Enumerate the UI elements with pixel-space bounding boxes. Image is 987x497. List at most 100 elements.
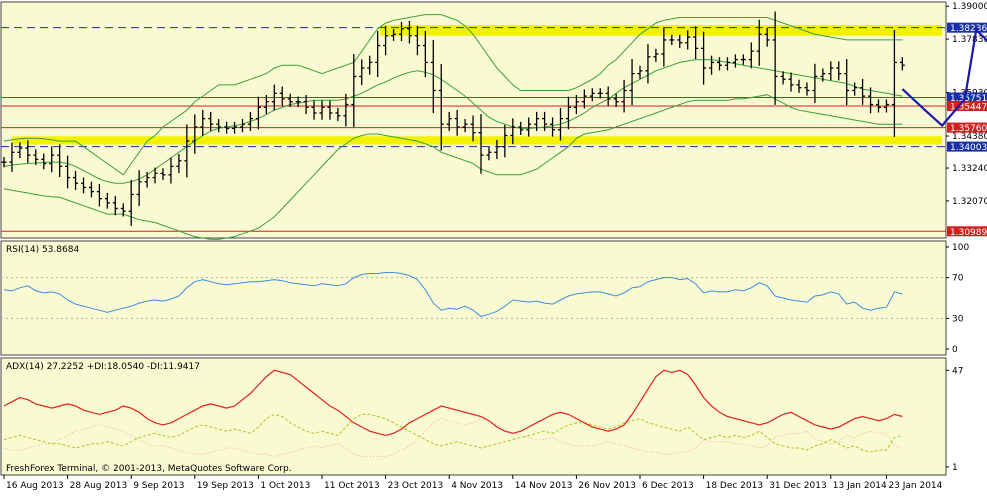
price-bar: [486, 147, 492, 161]
price-bar: [120, 203, 126, 217]
rsi-tick-label: 0: [952, 345, 958, 355]
price-bar: [860, 78, 866, 105]
level-label-0: 1.38236: [950, 24, 987, 34]
price-bar: [255, 96, 261, 130]
price-bar: [176, 153, 182, 174]
adx-tick-label: 1: [952, 463, 958, 473]
price-bar: [836, 61, 842, 81]
price-bar: [494, 139, 500, 160]
minus-di-line: [3, 418, 903, 457]
price-bar: [828, 61, 834, 81]
price-bar: [780, 71, 786, 85]
adx-title: ADX(14) 27.2252 +DI:18.0540 -DI:11.9417: [6, 362, 200, 372]
price-bar: [709, 55, 715, 75]
price-bar: [263, 94, 269, 115]
price-tick-label: 1.37830: [952, 35, 987, 45]
price-bar: [589, 88, 595, 102]
date-tick-label: 4 Nov 2013: [451, 481, 503, 491]
price-bar: [701, 31, 707, 85]
price-bar: [414, 26, 420, 56]
price-bar: [430, 39, 436, 113]
price-bar: [565, 96, 571, 130]
price-bar: [772, 11, 778, 105]
price-bar: [279, 86, 285, 106]
bollinger-upper-line: [3, 14, 903, 176]
price-bar: [391, 29, 397, 41]
price-bar: [510, 118, 516, 145]
date-tick-label: 9 Sep 2013: [133, 481, 184, 491]
date-tick-label: 13 Jan 2014: [833, 481, 887, 491]
price-bar: [168, 157, 174, 184]
price-bar: [311, 100, 317, 120]
price-bar: [367, 55, 373, 75]
price-bar: [550, 117, 556, 137]
bollinger-middle-line: [3, 59, 903, 184]
price-bar: [756, 19, 762, 66]
price-bar: [677, 34, 683, 48]
level-label-3: 1.35760: [950, 124, 987, 134]
level-label-bg-2: [947, 101, 987, 112]
date-tick-label: 6 Dec 2013: [642, 481, 694, 491]
price-bar: [740, 54, 746, 65]
rsi-tick-label: 30: [952, 314, 964, 324]
price-bar: [868, 87, 874, 114]
price-bar: [852, 82, 858, 96]
price-bar: [518, 121, 524, 136]
price-bar: [876, 99, 881, 113]
price-bar: [41, 153, 47, 170]
price-bar: [184, 124, 190, 178]
price-bar: [295, 96, 301, 107]
price-bar: [25, 140, 31, 163]
date-tick-label: 14 Nov 2013: [515, 481, 573, 491]
price-bar: [375, 30, 381, 78]
date-tick-label: 19 Sep 2013: [197, 481, 254, 491]
price-bar: [73, 170, 79, 190]
price-bar: [327, 100, 333, 120]
price-bar: [224, 121, 230, 134]
highlight-zone-1: [12, 136, 942, 145]
price-bar: [240, 119, 245, 133]
price-bar: [899, 57, 905, 71]
price-bar: [88, 181, 94, 198]
date-tick-label: 31 Dec 2013: [769, 481, 827, 491]
date-tick-label: 23 Jan 2014: [888, 481, 942, 491]
pane-background-2: [0, 357, 947, 476]
price-bar: [621, 79, 627, 113]
price-tick-label: 1.33240: [952, 164, 987, 174]
price-bar: [216, 119, 222, 133]
price-bar: [748, 42, 754, 69]
price-bar: [160, 168, 166, 180]
date-tick-label: 16 Aug 2013: [6, 481, 64, 491]
date-tick-label: 26 Nov 2013: [578, 481, 636, 491]
forecast-path-line: [901, 29, 987, 127]
price-bar: [422, 30, 428, 78]
price-bar: [351, 53, 357, 128]
price-bar: [581, 89, 587, 109]
level-label-bg-3: [947, 122, 987, 133]
price-bar: [613, 93, 619, 107]
footer-copyright: FreshForex Terminal, © 2001-2013, MetaQu…: [6, 464, 292, 474]
price-bar: [454, 109, 460, 136]
date-tick-label: 18 Dec 2013: [706, 481, 764, 491]
adx-tick-label: 47: [952, 366, 963, 376]
price-bar: [891, 30, 897, 137]
level-label-5: 1.30989: [950, 228, 987, 238]
price-bar: [104, 192, 110, 209]
price-bar: [17, 142, 23, 159]
price-bar: [112, 196, 118, 216]
price-bar: [764, 27, 770, 47]
price-bar: [49, 146, 55, 173]
level-label-bg-4: [947, 141, 987, 152]
price-bar: [597, 88, 603, 99]
price-bar: [645, 44, 651, 84]
bollinger-lower-line: [3, 94, 903, 240]
date-tick-label: 1 Oct 2013: [260, 481, 310, 491]
price-bar: [271, 84, 277, 111]
level-label-bg-1: [947, 92, 987, 103]
price-bar: [399, 21, 404, 42]
level-label-4: 1.34003: [950, 143, 987, 153]
adx-line: [3, 369, 903, 437]
price-bar: [65, 155, 71, 189]
price-bar: [247, 111, 253, 131]
price-bar: [717, 57, 722, 71]
